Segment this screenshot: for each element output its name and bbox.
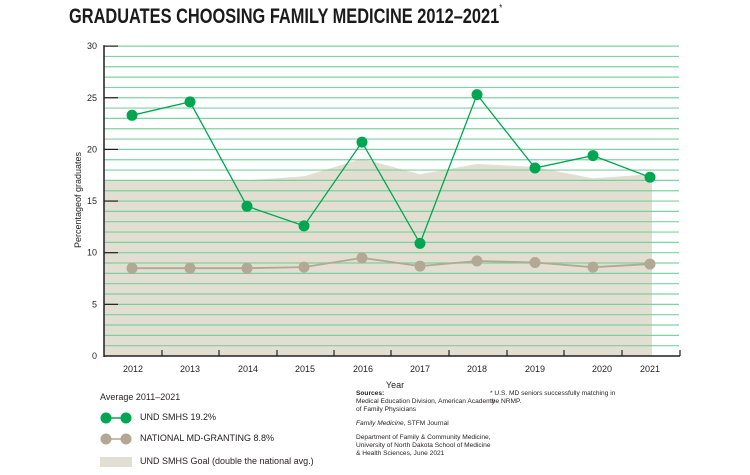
x-tick-label: 2019 (525, 364, 545, 374)
legend-label: UND SMHS Goal (double the national avg.) (140, 456, 314, 466)
chart-title-text: GRADUATES CHOOSING FAMILY MEDICINE 2012–… (69, 5, 500, 28)
x-tick-label: 2021 (640, 364, 660, 374)
x-tick-label: 2017 (410, 364, 430, 374)
x-axis-title: Year (386, 380, 404, 390)
y-tick-label: 10 (87, 248, 97, 258)
gridlines (104, 45, 679, 347)
und-series-point (126, 109, 138, 121)
sources-block: Sources: Medical Education Division, Amer… (356, 390, 496, 464)
y-tick-label: 30 (87, 41, 97, 51)
national-series-point (587, 261, 599, 273)
source-aafp: Medical Education Division, American Aca… (356, 398, 495, 413)
title-footnote-marker: * (499, 3, 503, 14)
source-stfm: Family Medicine, STFM Journal (356, 420, 496, 428)
legend-und-line-marker-icon (100, 412, 132, 424)
series-points (126, 89, 656, 274)
national-series-point (644, 258, 656, 270)
legend-label: NATIONAL MD-GRANTING 8.8% (140, 433, 275, 443)
series-lines (131, 93, 651, 270)
y-tick-label: 0 (92, 351, 97, 361)
national-series-line (132, 256, 651, 270)
und-series-point (471, 89, 483, 101)
national-series-point (529, 257, 541, 269)
und-series-point (356, 136, 368, 148)
y-tick-label: 5 (92, 299, 97, 309)
sources-heading: Sources: (356, 390, 385, 397)
source-stfm-journal-name: Family Medicine (356, 420, 404, 427)
x-tick-label: 2013 (180, 364, 200, 374)
national-series-point (298, 261, 310, 273)
goal-area (104, 158, 652, 356)
und-series-point (529, 162, 541, 174)
x-tick-label: 2015 (295, 364, 315, 374)
legend-goal-area-swatch (100, 457, 132, 467)
footnote: * U.S. MD seniors successfully matching … (490, 390, 616, 405)
chart-title: GRADUATES CHOOSING FAMILY MEDICINE 2012–… (69, 3, 503, 29)
y-tick-label: 15 (87, 196, 97, 206)
und-series-point (587, 150, 599, 162)
und-series-point (241, 200, 253, 212)
national-series-point (126, 262, 138, 274)
goal-area-layer (104, 158, 652, 356)
und-series-point (184, 96, 196, 108)
x-tick-label: 2016 (353, 364, 373, 374)
legend-national-line-marker-icon (100, 433, 132, 445)
x-tick-label: 2012 (123, 364, 143, 374)
und-series-point (298, 220, 310, 232)
national-series-point (184, 262, 196, 274)
national-series-point (241, 262, 253, 274)
x-tick-label: 2014 (238, 364, 258, 374)
x-tick-label: 2020 (592, 364, 612, 374)
source-stfm-rest: , STFM Journal (403, 420, 449, 427)
national-series-point (356, 252, 368, 264)
und-series-line (131, 93, 651, 245)
y-tick-label: 25 (87, 93, 97, 103)
tick-labels: 0 5 10 15 20 25 30 2012 2013 2014 2015 2016 2017 2018… (87, 41, 660, 374)
national-series-point (471, 255, 483, 267)
axes (103, 45, 681, 357)
x-tick-label: 2018 (467, 364, 487, 374)
und-series-point (414, 237, 426, 249)
national-series-point (414, 260, 426, 272)
und-series-point (644, 171, 656, 183)
y-axis-title: Percentageof graduates (73, 151, 83, 248)
legend-label: UND SMHS 19.2% (140, 412, 217, 422)
legend-heading: Average 2011–2021 (100, 392, 181, 402)
source-und: Department of Family & Community Medicin… (356, 434, 491, 457)
y-tick-label: 20 (87, 144, 97, 154)
